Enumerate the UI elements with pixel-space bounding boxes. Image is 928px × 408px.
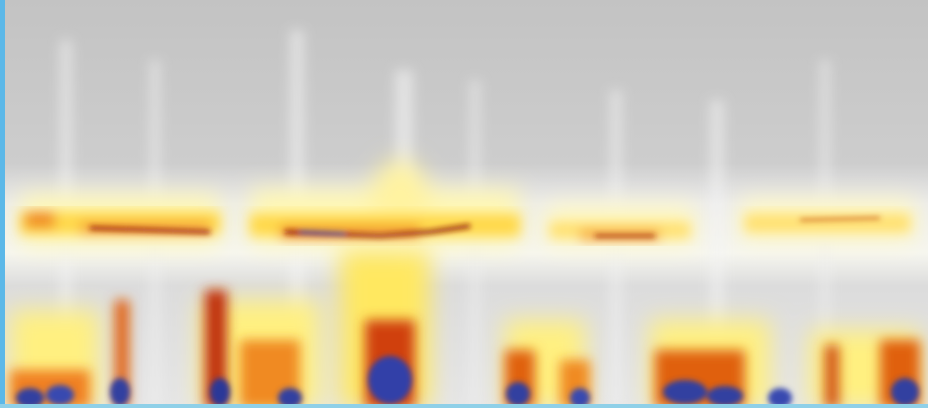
upper-band-core <box>89 217 881 239</box>
bottom-border <box>0 404 928 408</box>
lower-cold <box>16 356 919 408</box>
left-border <box>0 0 5 408</box>
